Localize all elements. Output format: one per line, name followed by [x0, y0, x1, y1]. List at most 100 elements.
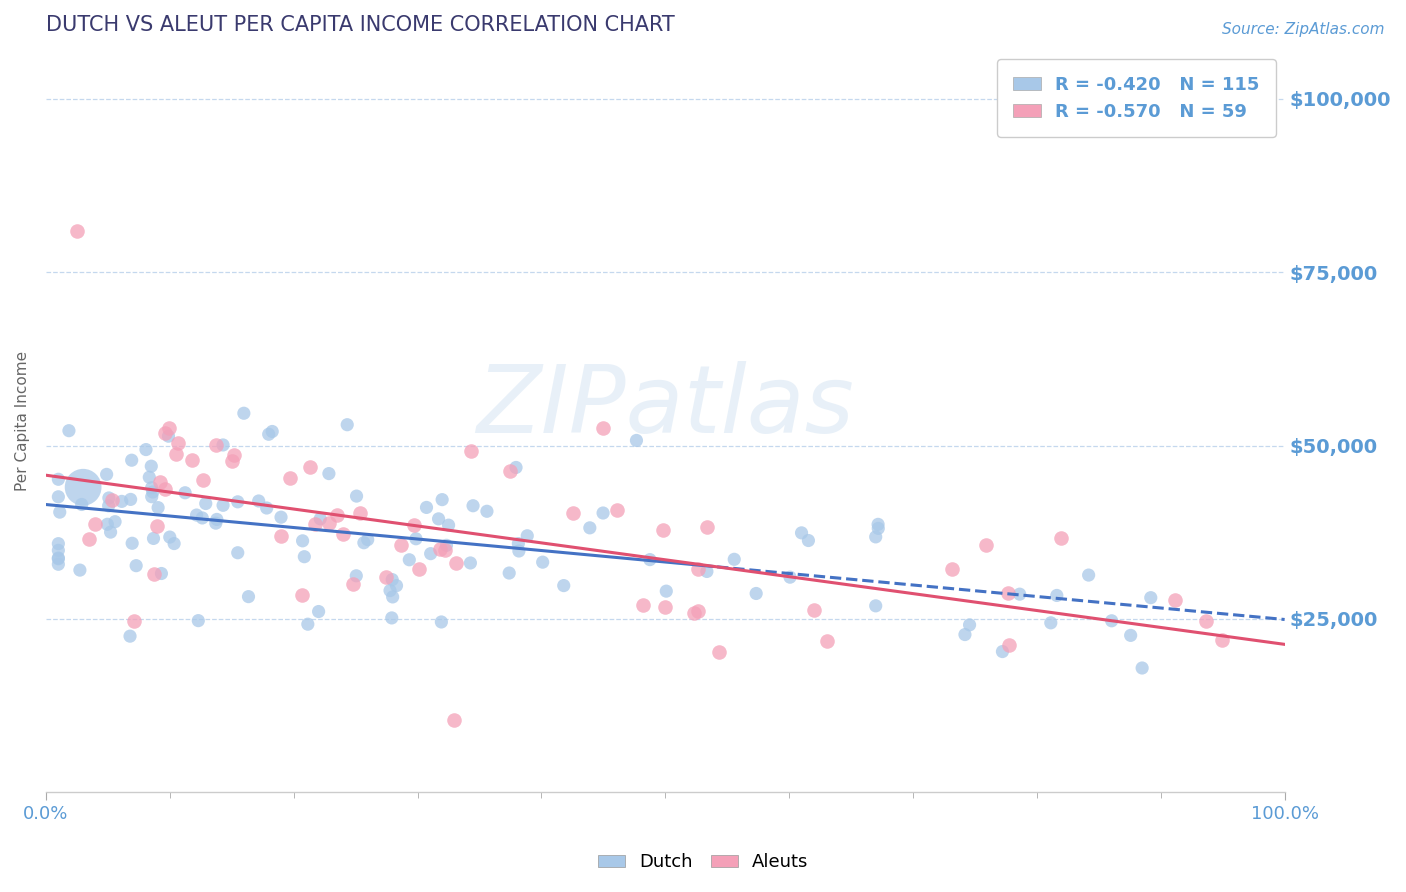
Point: [193, 473, 215, 487]
Point: [48, 505, 70, 519]
Point: [66, 224, 89, 238]
Point: [135, 442, 157, 457]
Point: [381, 611, 404, 625]
Point: [165, 448, 187, 462]
Point: [149, 475, 172, 490]
Point: [318, 516, 340, 530]
Point: [631, 598, 654, 612]
Point: [204, 516, 226, 530]
Point: [336, 417, 359, 432]
Point: [48, 536, 70, 550]
Point: [291, 588, 314, 602]
Point: [385, 579, 408, 593]
Point: [100, 525, 122, 540]
Point: [238, 590, 260, 604]
Point: [1130, 661, 1153, 675]
Point: [997, 586, 1019, 600]
Point: [332, 527, 354, 541]
Point: [1195, 614, 1218, 628]
Point: [111, 494, 134, 508]
Point: [70, 498, 93, 512]
Point: [138, 470, 160, 484]
Point: [146, 500, 169, 515]
Point: [460, 444, 482, 458]
Point: [402, 517, 425, 532]
Point: [686, 561, 709, 575]
Point: [815, 633, 838, 648]
Point: [118, 629, 141, 643]
Point: [212, 498, 235, 512]
Point: [709, 645, 731, 659]
Point: [167, 436, 190, 450]
Legend: Dutch, Aleuts: Dutch, Aleuts: [591, 847, 815, 879]
Point: [304, 517, 326, 532]
Point: [460, 556, 482, 570]
Point: [187, 614, 209, 628]
Point: [96, 517, 118, 532]
Point: [444, 556, 467, 570]
Point: [959, 618, 981, 632]
Point: [77, 533, 100, 547]
Point: [212, 438, 235, 452]
Point: [790, 525, 813, 540]
Point: [553, 578, 575, 592]
Point: [292, 549, 315, 564]
Point: [58, 424, 80, 438]
Point: [1039, 615, 1062, 630]
Point: [505, 460, 527, 475]
Point: [405, 532, 427, 546]
Point: [174, 485, 197, 500]
Point: [247, 494, 270, 508]
Point: [48, 490, 70, 504]
Point: [349, 506, 371, 520]
Point: [141, 481, 163, 495]
Point: [342, 576, 364, 591]
Point: [461, 499, 484, 513]
Point: [606, 502, 628, 516]
Point: [865, 530, 887, 544]
Point: [97, 491, 120, 505]
Point: [696, 565, 718, 579]
Point: [475, 504, 498, 518]
Point: [1119, 628, 1142, 642]
Point: [430, 615, 453, 629]
Point: [308, 605, 330, 619]
Point: [991, 644, 1014, 658]
Point: [655, 584, 678, 599]
Point: [191, 511, 214, 525]
Point: [121, 536, 143, 550]
Point: [1077, 568, 1099, 582]
Text: DUTCH VS ALEUT PER CAPITA INCOME CORRELATION CHART: DUTCH VS ALEUT PER CAPITA INCOME CORRELA…: [46, 15, 675, 35]
Point: [299, 459, 322, 474]
Point: [638, 552, 661, 566]
Point: [204, 438, 226, 452]
Point: [1101, 614, 1123, 628]
Point: [120, 492, 142, 507]
Point: [1164, 593, 1187, 607]
Point: [443, 714, 465, 728]
Point: [224, 448, 246, 462]
Point: [48, 543, 70, 558]
Point: [1049, 531, 1071, 545]
Point: [436, 538, 458, 552]
Point: [1046, 589, 1069, 603]
Point: [157, 429, 180, 443]
Point: [408, 562, 430, 576]
Point: [97, 499, 120, 513]
Point: [159, 530, 181, 544]
Point: [48, 558, 70, 572]
Point: [72, 480, 94, 494]
Point: [1211, 632, 1233, 647]
Point: [745, 586, 768, 600]
Point: [318, 467, 340, 481]
Point: [153, 425, 176, 440]
Point: [309, 512, 332, 526]
Point: [592, 506, 614, 520]
Point: [419, 547, 441, 561]
Point: [181, 453, 204, 467]
Point: [868, 517, 890, 532]
Point: [280, 471, 302, 485]
Point: [427, 512, 450, 526]
Point: [69, 563, 91, 577]
Point: [141, 459, 163, 474]
